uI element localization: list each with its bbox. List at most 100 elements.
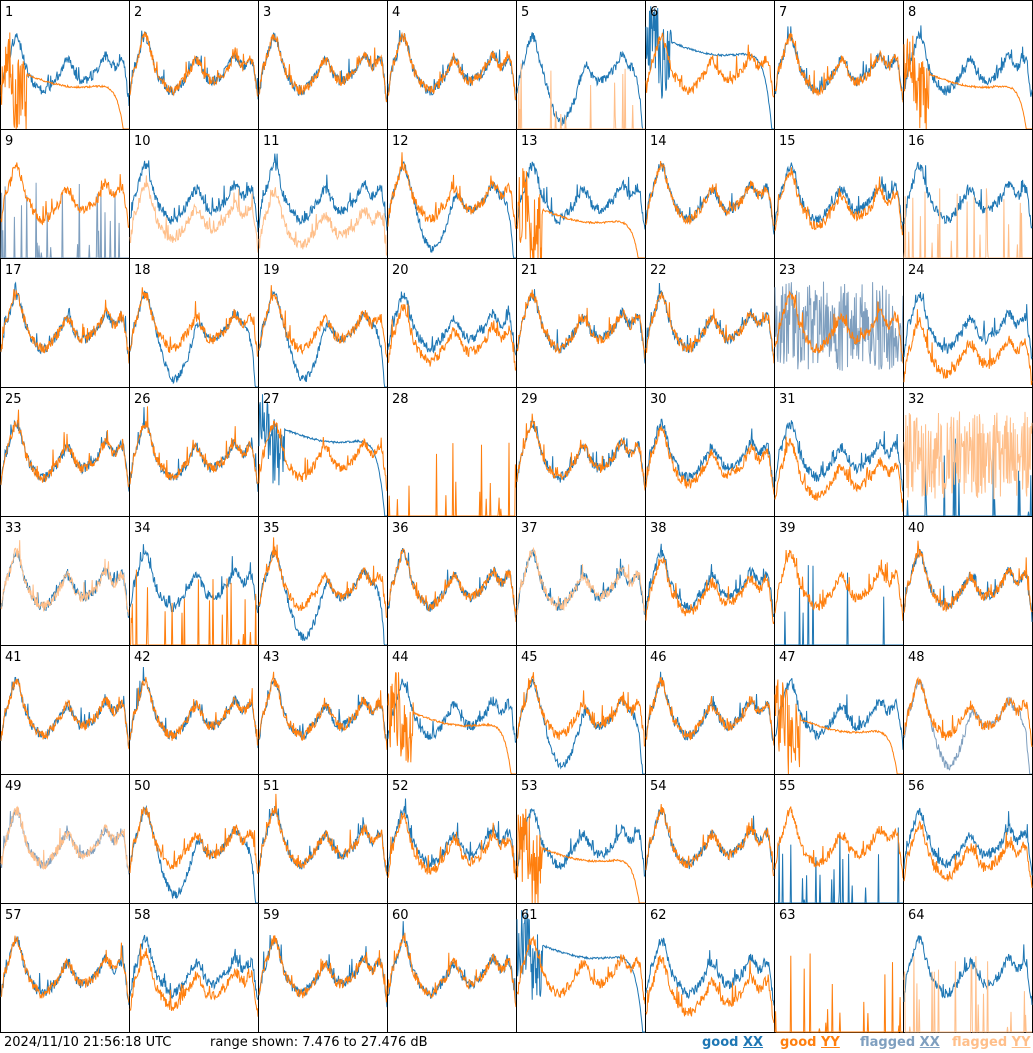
- series-yy: [129, 943, 259, 1017]
- panel-label: 35: [263, 521, 280, 536]
- panel-label: 28: [392, 392, 409, 407]
- series-yy: [387, 812, 517, 880]
- panel: 28: [387, 387, 517, 517]
- series-yy: [903, 956, 1032, 1033]
- panel-label: 7: [779, 5, 787, 20]
- panel-label: 63: [779, 908, 796, 923]
- panel-label: 24: [908, 263, 925, 278]
- panel-label: 10: [134, 134, 151, 149]
- panel: 34: [129, 516, 259, 646]
- series-yy: [258, 671, 388, 750]
- series-yy: [258, 537, 388, 618]
- panel-label: 27: [263, 392, 280, 407]
- series-yy: [387, 303, 517, 371]
- panel-label: 57: [5, 908, 22, 923]
- panel-label: 8: [908, 5, 916, 20]
- series-yy: [258, 285, 388, 358]
- panel-label: 22: [650, 263, 667, 278]
- series-yy: [774, 679, 903, 775]
- panel: 38: [645, 516, 775, 646]
- panel-frame: [645, 129, 775, 259]
- series-yy: [0, 540, 130, 616]
- series-yy: [258, 793, 388, 875]
- series-yy: [129, 676, 259, 746]
- series-yy: [645, 32, 774, 98]
- series-xx: [645, 937, 775, 1006]
- panel-label: 45: [521, 650, 538, 665]
- series-xx: [129, 544, 259, 614]
- series-xx: [903, 291, 1033, 360]
- series-yy: [645, 160, 775, 226]
- legend-good-yy: good YY: [780, 1035, 840, 1050]
- series-yy: [129, 31, 259, 97]
- panel-label: 26: [134, 392, 151, 407]
- panel-label: 60: [392, 908, 409, 923]
- series-xx: [903, 25, 1033, 97]
- panel: 47: [774, 645, 904, 775]
- series-yy: [645, 557, 775, 625]
- series-yy: [774, 436, 904, 512]
- series-xx: [387, 678, 517, 743]
- series-yy: [0, 409, 130, 488]
- panel-label: 3: [263, 5, 271, 20]
- panel-label: 4: [392, 5, 400, 20]
- series-xx: [903, 935, 1033, 1005]
- series-yy: [774, 32, 904, 103]
- series-yy: [516, 546, 646, 615]
- panel: 6: [645, 0, 775, 130]
- panel: 4: [387, 0, 517, 130]
- panel-label: 14: [650, 134, 667, 149]
- series-yy: [258, 935, 388, 1003]
- panel-label: 49: [5, 779, 22, 794]
- panel-label: 56: [908, 779, 925, 794]
- panel: 21: [516, 258, 646, 388]
- series-yy: [516, 289, 646, 359]
- panel-label: 48: [908, 650, 925, 665]
- panel: 30: [645, 387, 775, 517]
- series-yy: [387, 31, 517, 100]
- series-yy: [645, 424, 775, 495]
- panel-frame: [129, 129, 259, 259]
- series-xx: [129, 160, 259, 233]
- panel-label: 44: [392, 650, 409, 665]
- series-yy: [774, 953, 903, 1033]
- panel: 64: [903, 903, 1033, 1033]
- series-yy: [774, 290, 904, 364]
- panel-label: 46: [650, 650, 667, 665]
- panel: 25: [0, 387, 130, 517]
- panel: 17: [0, 258, 130, 388]
- panel-label: 25: [5, 392, 22, 407]
- panel-label: 1: [5, 5, 13, 20]
- panel-frame: [387, 903, 517, 1033]
- panel-label: 29: [521, 392, 538, 407]
- panel-label: 40: [908, 521, 925, 536]
- panel-label: 62: [650, 908, 667, 923]
- panel-label: 9: [5, 134, 13, 149]
- series-xx: [774, 678, 904, 750]
- panel-label: 19: [263, 263, 280, 278]
- legend-good-xx: good XX: [702, 1035, 764, 1050]
- series-yy: [129, 287, 259, 357]
- panel-label: 61: [521, 908, 538, 923]
- panel-label: 30: [650, 392, 667, 407]
- series-yy: [129, 406, 259, 485]
- panel-frame: [129, 516, 259, 646]
- panel-frame: [258, 0, 388, 130]
- panel: 42: [129, 645, 259, 775]
- panel: 23: [774, 258, 904, 388]
- series-xx: [387, 291, 517, 356]
- panel: 16: [903, 129, 1033, 259]
- panel: 5: [516, 0, 646, 130]
- panel-label: 53: [521, 779, 538, 794]
- series-yy: [0, 162, 130, 228]
- panel-frame: [774, 516, 904, 646]
- series-yy: [903, 309, 1033, 386]
- series-xx: [774, 281, 904, 371]
- panel-frame: [0, 258, 130, 388]
- panel-label: 6: [650, 5, 658, 20]
- panel: 58: [129, 903, 259, 1033]
- panel-frame: [258, 258, 388, 388]
- series-yy: [258, 420, 388, 492]
- legend-flagged-yy: flagged YY: [952, 1035, 1031, 1050]
